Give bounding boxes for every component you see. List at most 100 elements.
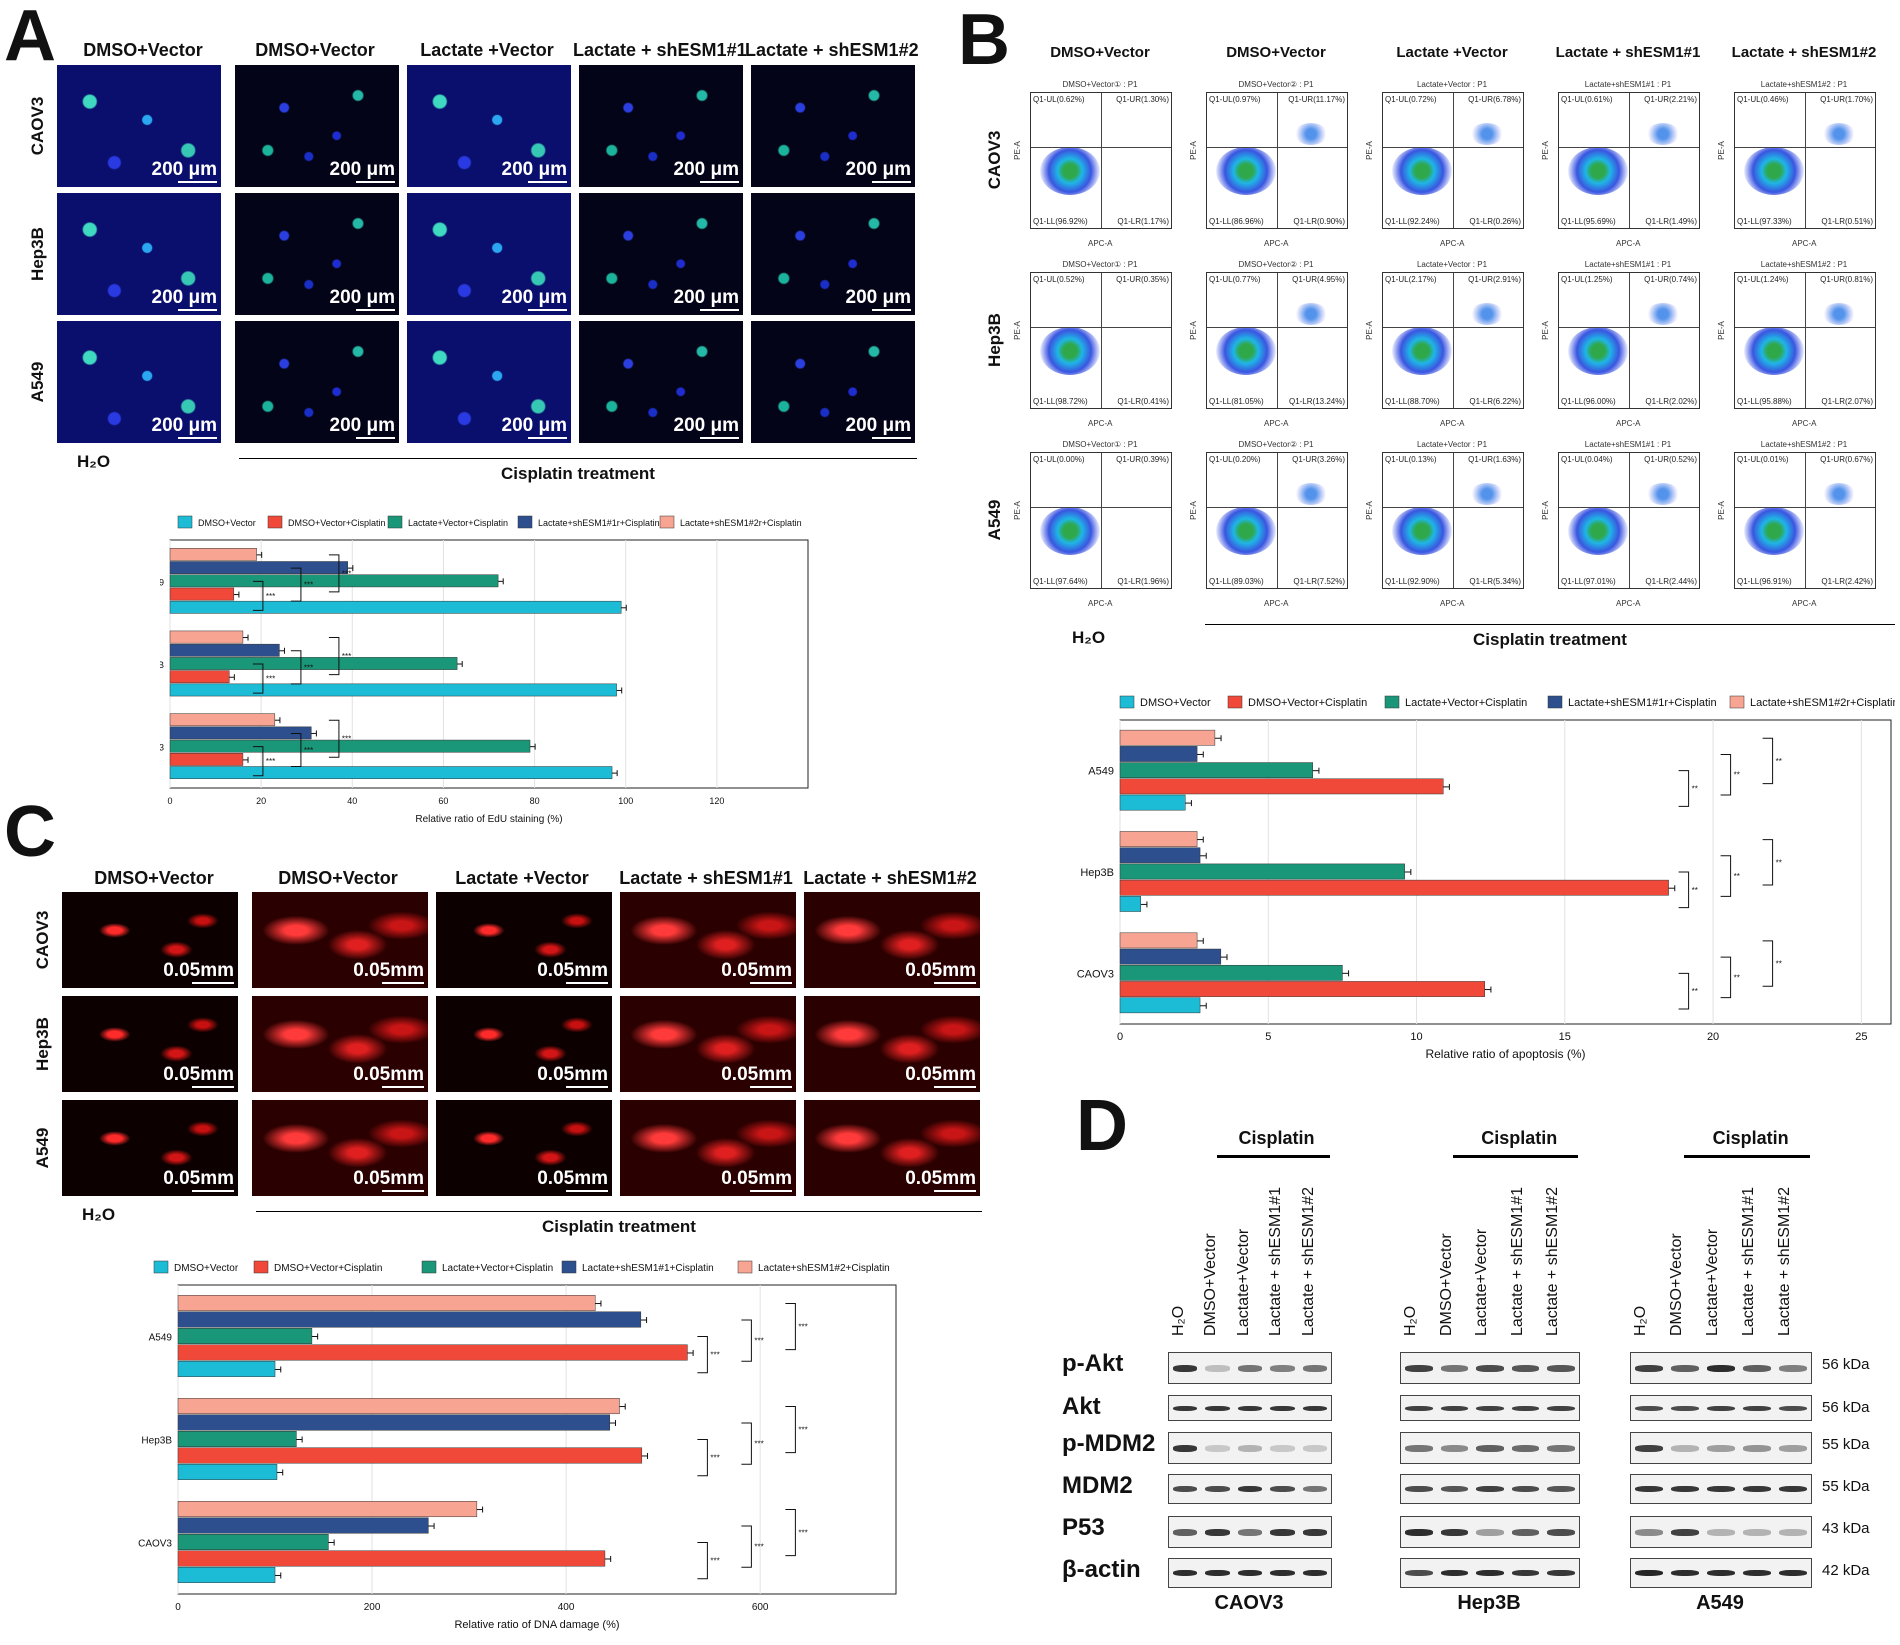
molecular-weight-label: 55 kDa <box>1822 1478 1870 1495</box>
treatment-label: Cisplatin treatment <box>501 464 655 483</box>
significance-bracket <box>697 1542 708 1580</box>
x-tick-label: 60 <box>438 796 448 806</box>
x-axis-label: APC-A <box>1264 599 1289 608</box>
quadrant-ll: Q1-LL(89.03%) <box>1209 577 1264 586</box>
quadrant-vline <box>1629 273 1630 408</box>
significance-mark: *** <box>798 1529 807 1538</box>
significance-bracket <box>290 650 302 685</box>
scale-bar-line <box>177 309 217 311</box>
bar <box>177 1414 611 1431</box>
protein-band <box>1743 1570 1771 1577</box>
protein-band <box>1302 1365 1327 1372</box>
bar <box>1119 981 1485 997</box>
scale-bar: 200 μm <box>674 287 739 311</box>
protein-label: P53 <box>1062 1514 1105 1541</box>
flow-plot: Q1-UL(0.52%) Q1-UR(0.35%) Q1-LL(98.72%) Q1-… <box>1030 272 1172 409</box>
legend-swatch <box>177 515 193 529</box>
protein-band <box>1476 1486 1504 1493</box>
scale-bar: 0.05mm <box>353 1064 424 1088</box>
cell-population <box>1040 327 1101 376</box>
scale-bar-line <box>565 1190 608 1192</box>
micrograph-tile: 200 μm <box>407 193 571 315</box>
quadrant-lr: Q1-LR(2.07%) <box>1821 397 1873 406</box>
protein-band <box>1779 1529 1807 1536</box>
y-category-label: Hep3B <box>160 660 164 670</box>
significance-mark: *** <box>342 569 351 578</box>
protein-band <box>1270 1405 1295 1411</box>
scale-bar-line <box>191 1086 234 1088</box>
micrograph-tile: 0.05mm <box>804 1100 980 1196</box>
scale-bar: 0.05mm <box>163 1168 234 1192</box>
quadrant-ur: Q1-UR(1.30%) <box>1116 95 1169 104</box>
scale-bar-line <box>527 309 567 311</box>
protein-band <box>1205 1529 1230 1536</box>
micrograph-tile: 0.05mm <box>436 996 612 1092</box>
significance-mark: *** <box>304 746 313 755</box>
flow-plot-title: Lactate+shESM1#1 : P1 <box>1584 80 1672 89</box>
scale-bar-line <box>355 437 395 439</box>
significance-mark: *** <box>304 663 313 672</box>
protein-band <box>1707 1529 1735 1536</box>
legend-swatch <box>387 515 403 529</box>
quadrant-vline <box>1805 93 1806 228</box>
flow-plot: Q1-UL(2.17%) Q1-UR(2.91%) Q1-LL(88.70%) Q1-… <box>1382 272 1524 409</box>
lane-label: Lactate + shESM1#2 <box>1776 1187 1793 1336</box>
quadrant-lr: Q1-LR(2.02%) <box>1645 397 1697 406</box>
cell-line-label: A549 <box>1696 1592 1744 1614</box>
micrograph-tile: 200 μm <box>235 193 399 315</box>
blot-strip <box>1400 1395 1580 1421</box>
blot-strip <box>1630 1558 1812 1588</box>
apoptotic-population <box>1293 302 1328 325</box>
treatment-label: Cisplatin treatment <box>542 1217 696 1236</box>
quadrant-hline <box>1559 327 1699 328</box>
significance-bracket <box>328 719 340 758</box>
significance-bracket <box>328 637 340 676</box>
bar <box>169 643 280 657</box>
micrograph-tile: 0.05mm <box>252 996 428 1092</box>
treatment-line <box>1205 624 1895 625</box>
bar <box>1119 831 1198 847</box>
micrograph-tile: 200 μm <box>579 321 743 443</box>
micrograph-tile: 200 μm <box>235 65 399 187</box>
scale-bar: 200 μm <box>846 287 911 311</box>
y-axis-label: PE-A <box>1364 321 1374 340</box>
scale-bar: 0.05mm <box>537 1168 608 1192</box>
protein-band <box>1270 1445 1295 1452</box>
quadrant-ur: Q1-UR(0.74%) <box>1644 275 1697 284</box>
blot-strip <box>1400 1432 1580 1464</box>
flow-plot: Q1-UL(0.72%) Q1-UR(6.78%) Q1-LL(92.24%) Q1-… <box>1382 92 1524 229</box>
cisplatin-line <box>1684 1155 1810 1158</box>
row-label: Hep3B <box>28 227 47 281</box>
protein-band <box>1671 1445 1699 1452</box>
quadrant-ul: Q1-UL(0.04%) <box>1561 455 1613 464</box>
edu-chart-svg: DMSO+Vector DMSO+Vector+Cisplatin Lactate+… <box>133 515 809 825</box>
protein-band <box>1405 1486 1433 1493</box>
quadrant-hline <box>1031 507 1171 508</box>
protein-band <box>1743 1529 1771 1536</box>
quadrant-hline <box>1383 147 1523 148</box>
y-axis-label: PE-A <box>1364 141 1374 160</box>
row-label: Hep3B <box>985 312 1004 367</box>
protein-band <box>1173 1445 1198 1452</box>
lane-label: Lactate + shESM1#1 <box>1740 1187 1757 1336</box>
legend-swatch <box>561 1260 577 1274</box>
micrograph-tile: 200 μm <box>57 321 221 443</box>
quadrant-ul: Q1-UL(0.62%) <box>1033 95 1085 104</box>
protein-band <box>1270 1570 1295 1577</box>
bar <box>177 1550 606 1567</box>
x-tick-label: 0 <box>175 1602 181 1613</box>
protein-band <box>1635 1529 1663 1536</box>
column-header: Lactate +Vector <box>420 40 554 60</box>
quadrant-hline <box>1383 327 1523 328</box>
y-axis-label: PE-A <box>1716 141 1726 160</box>
scale-bar: 200 μm <box>674 415 739 439</box>
quadrant-lr: Q1-LR(1.49%) <box>1645 217 1697 226</box>
y-axis-label: PE-A <box>1188 501 1198 520</box>
protein-band <box>1511 1405 1540 1411</box>
legend-label: DMSO+Vector <box>1140 697 1211 709</box>
y-category-label: CAOV3 <box>1077 968 1114 980</box>
protein-band <box>1635 1486 1663 1493</box>
quadrant-hline <box>1383 507 1523 508</box>
significance-bracket <box>290 567 302 602</box>
protein-band <box>1476 1405 1504 1411</box>
